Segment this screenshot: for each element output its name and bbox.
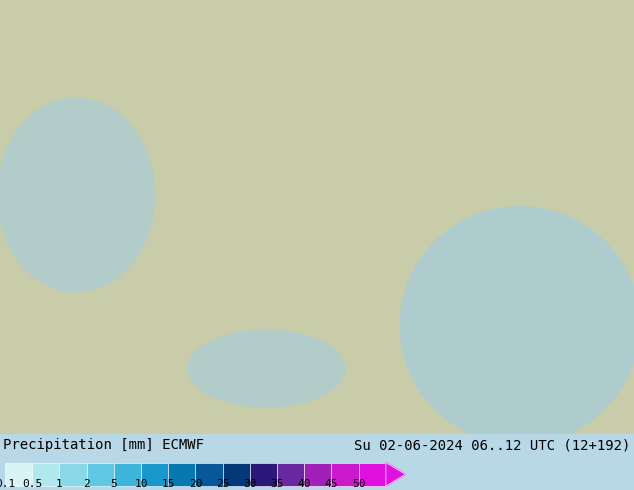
Text: 10: 10 xyxy=(134,479,148,490)
Bar xyxy=(277,463,304,486)
Bar xyxy=(304,463,332,486)
Bar xyxy=(195,463,223,486)
Text: 0.5: 0.5 xyxy=(22,479,42,490)
Polygon shape xyxy=(386,463,406,486)
Text: 35: 35 xyxy=(270,479,284,490)
Text: 15: 15 xyxy=(162,479,175,490)
Bar xyxy=(223,463,250,486)
Text: 5: 5 xyxy=(110,479,117,490)
Text: 30: 30 xyxy=(243,479,257,490)
Text: Su 02-06-2024 06..12 UTC (12+192): Su 02-06-2024 06..12 UTC (12+192) xyxy=(354,438,631,452)
Ellipse shape xyxy=(187,330,346,408)
Ellipse shape xyxy=(399,206,634,444)
Ellipse shape xyxy=(0,98,155,293)
Bar xyxy=(5,463,32,486)
Text: 50: 50 xyxy=(352,479,365,490)
Text: 40: 40 xyxy=(297,479,311,490)
Text: 20: 20 xyxy=(189,479,202,490)
Text: 0.1: 0.1 xyxy=(0,479,15,490)
Text: Precipitation [mm] ECMWF: Precipitation [mm] ECMWF xyxy=(3,438,204,452)
Bar xyxy=(250,463,277,486)
Bar xyxy=(60,463,87,486)
Bar xyxy=(32,463,60,486)
Bar xyxy=(168,463,195,486)
Text: 25: 25 xyxy=(216,479,230,490)
Bar xyxy=(359,463,386,486)
Bar xyxy=(141,463,168,486)
Bar xyxy=(332,463,359,486)
Bar xyxy=(87,463,114,486)
Bar xyxy=(114,463,141,486)
Text: 45: 45 xyxy=(325,479,339,490)
Text: 1: 1 xyxy=(56,479,63,490)
Text: 2: 2 xyxy=(83,479,90,490)
